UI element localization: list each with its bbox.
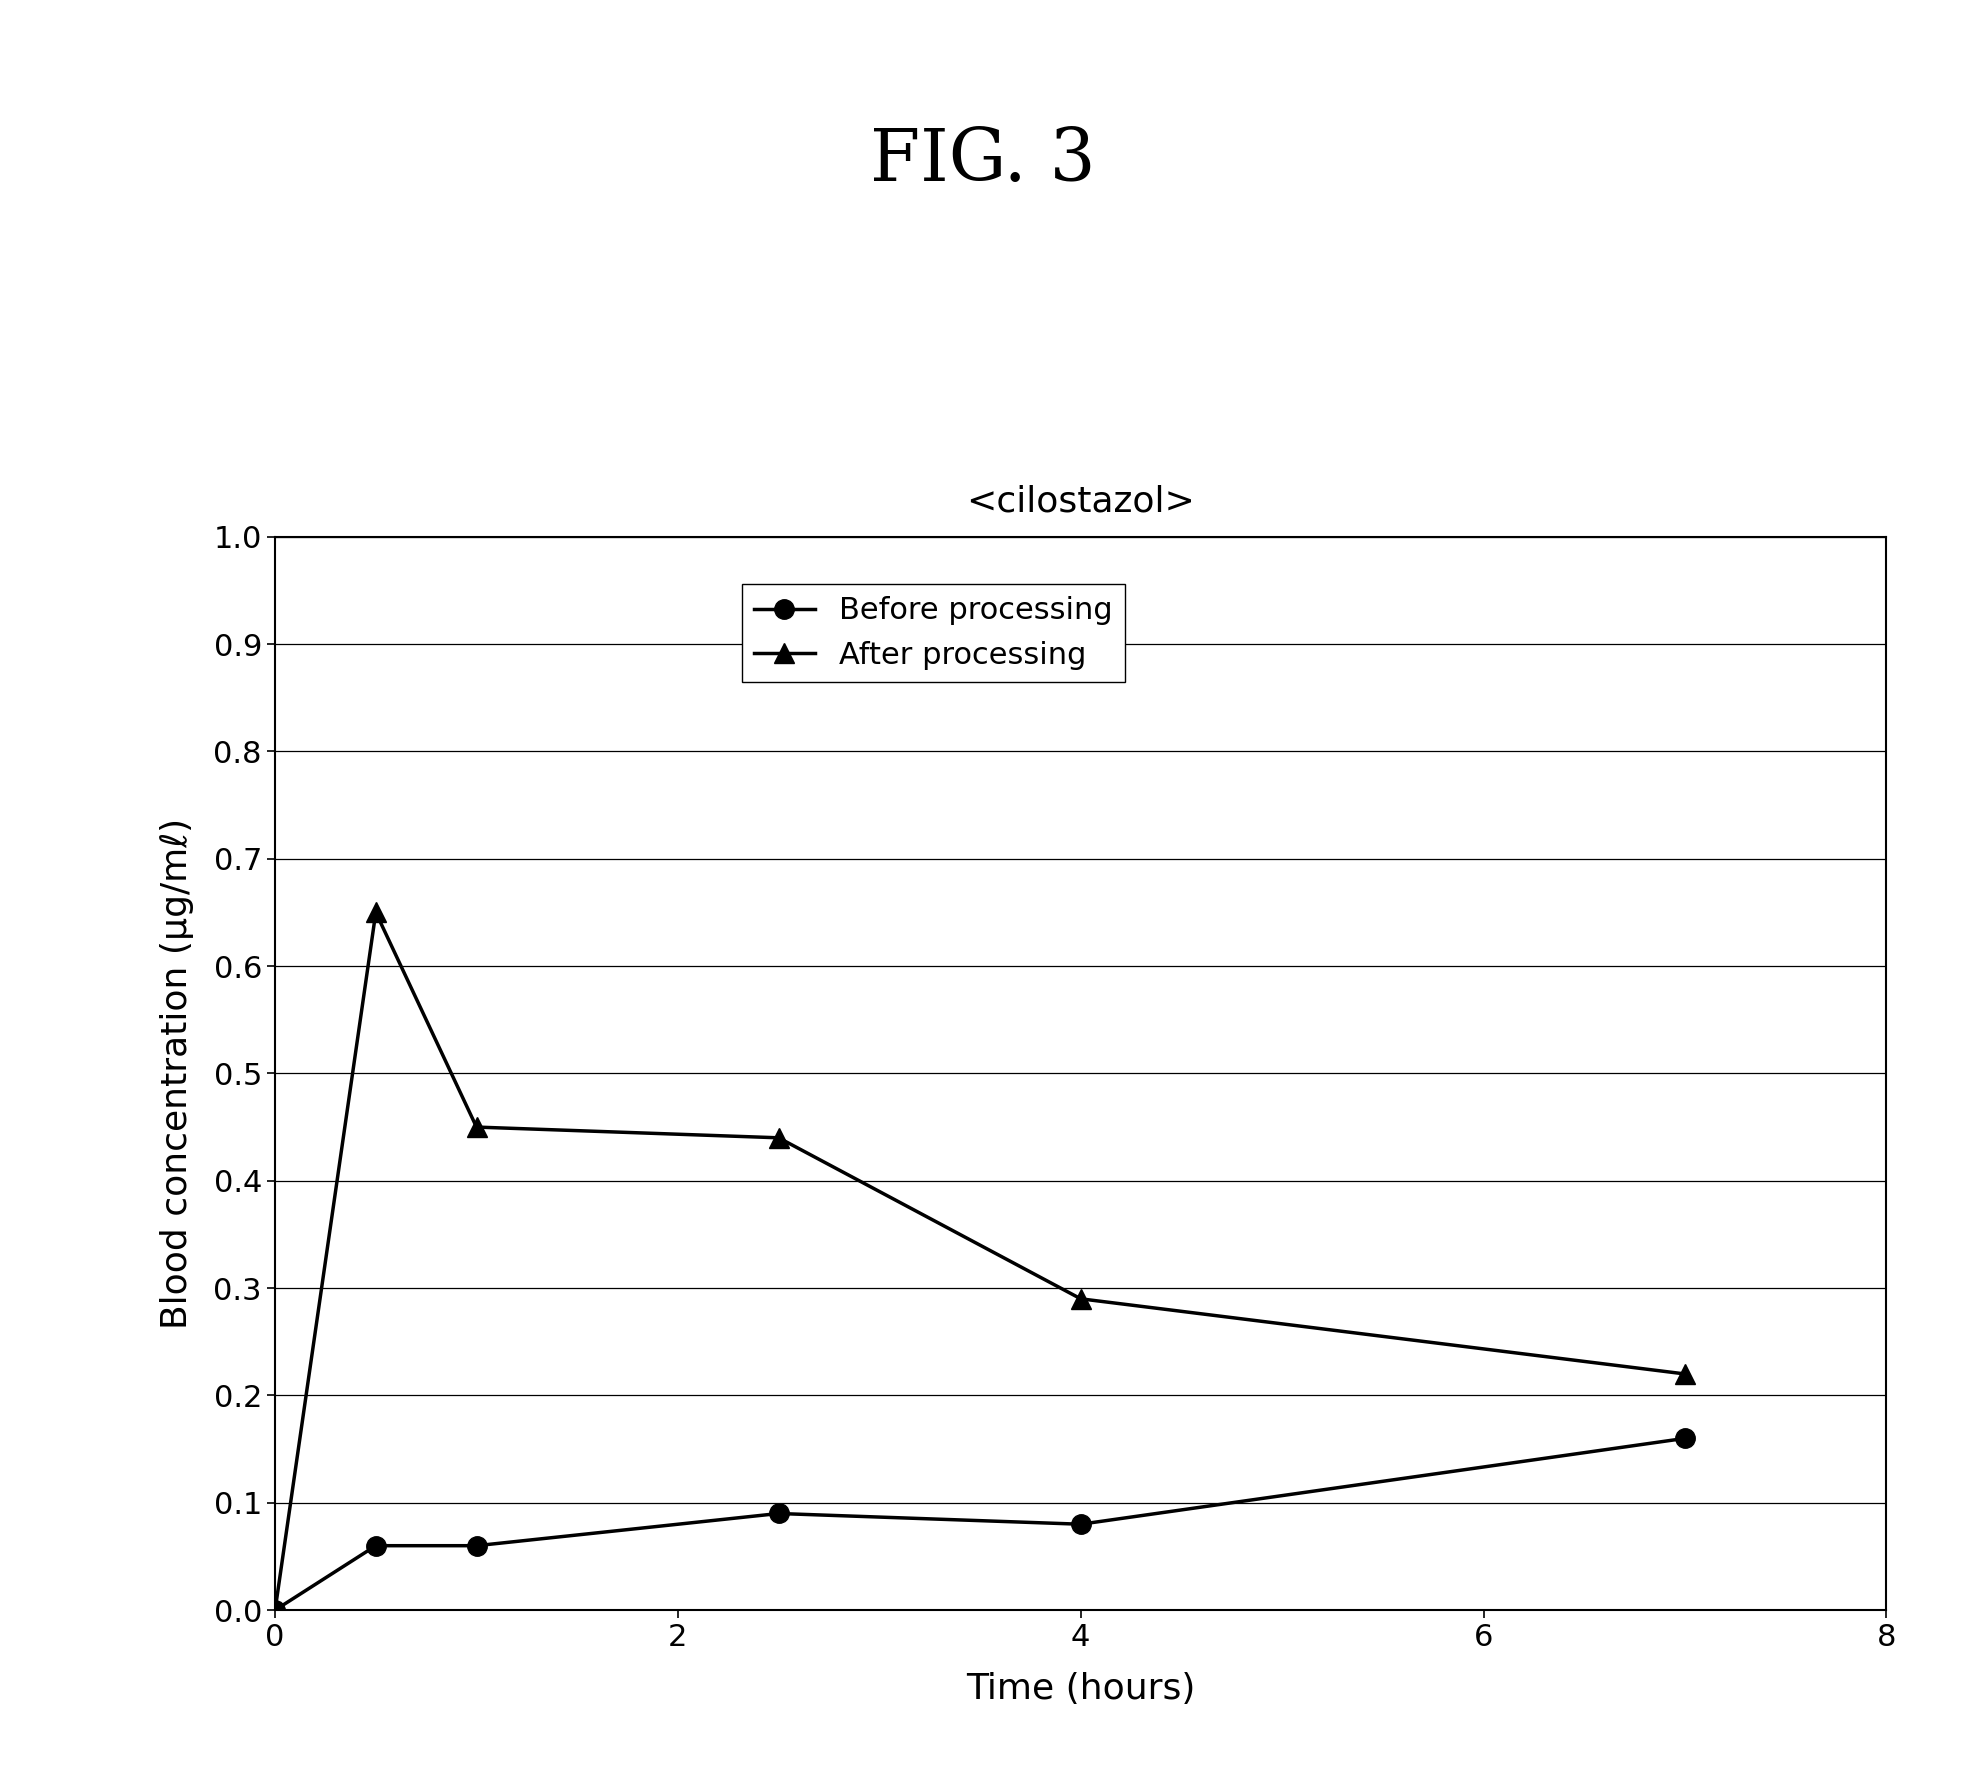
After processing: [1068, 1288, 1092, 1310]
Before processing: [1068, 1513, 1092, 1535]
Title: <cilostazol>: <cilostazol>: [966, 485, 1194, 519]
Before processing: [263, 1599, 287, 1621]
Line: After processing: After processing: [265, 903, 1693, 1619]
Before processing: [465, 1535, 489, 1556]
After processing: [263, 1599, 287, 1621]
After processing: [1673, 1363, 1697, 1385]
Before processing: [363, 1535, 387, 1556]
Y-axis label: Blood concentration (μg/mℓ): Blood concentration (μg/mℓ): [159, 818, 194, 1329]
Text: FIG. 3: FIG. 3: [870, 125, 1094, 195]
Before processing: [766, 1503, 790, 1524]
Legend: Before processing, After processing: Before processing, After processing: [740, 585, 1125, 682]
Line: Before processing: Before processing: [265, 1429, 1693, 1619]
Before processing: [1673, 1428, 1697, 1449]
X-axis label: Time (hours): Time (hours): [966, 1671, 1194, 1705]
After processing: [363, 902, 387, 923]
After processing: [465, 1116, 489, 1138]
After processing: [766, 1127, 790, 1149]
